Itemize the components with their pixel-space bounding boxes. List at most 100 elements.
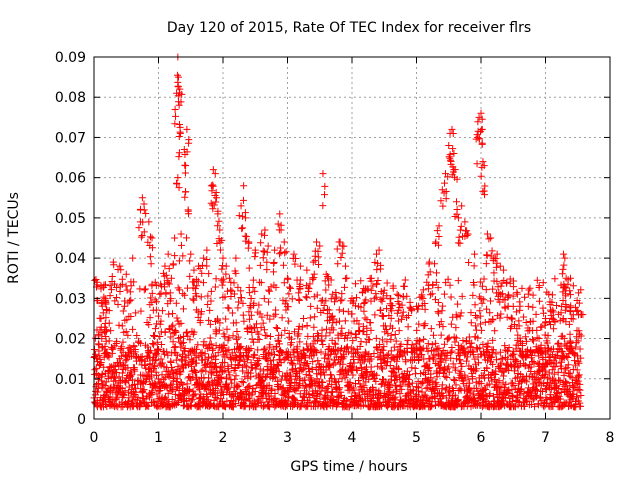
data-point	[136, 399, 144, 407]
data-point	[306, 314, 314, 322]
data-point	[391, 393, 399, 401]
data-point	[193, 345, 201, 353]
y-tick-label: 0.05	[55, 211, 86, 227]
data-point	[202, 367, 210, 375]
data-point	[169, 338, 177, 346]
data-point	[320, 354, 328, 362]
data-point	[293, 369, 301, 377]
data-point	[359, 401, 367, 409]
data-point	[344, 348, 352, 356]
y-tick-label: 0.01	[55, 372, 86, 388]
data-point	[301, 376, 309, 384]
data-point	[205, 374, 213, 382]
data-point	[339, 360, 347, 368]
data-point	[337, 391, 345, 399]
data-point	[108, 345, 116, 353]
data-point	[159, 359, 167, 367]
x-tick-label: 5	[412, 430, 421, 446]
data-point	[188, 395, 196, 403]
data-point	[234, 333, 242, 341]
x-tick-label: 4	[348, 430, 357, 446]
data-point	[159, 375, 167, 383]
data-point	[100, 396, 108, 404]
x-tick-label: 2	[219, 430, 228, 446]
data-point	[353, 367, 361, 375]
data-point	[148, 387, 156, 395]
data-point	[219, 398, 227, 406]
data-point	[328, 336, 336, 344]
data-point	[343, 343, 351, 351]
data-point	[207, 340, 215, 348]
data-point	[177, 355, 185, 363]
data-point	[358, 396, 366, 404]
data-point	[233, 383, 241, 391]
data-point	[115, 373, 123, 381]
data-point	[190, 391, 198, 399]
data-point	[383, 338, 391, 346]
data-point	[376, 391, 384, 399]
data-point	[294, 356, 302, 364]
data-point	[278, 397, 286, 405]
data-point	[223, 385, 231, 393]
data-point	[217, 362, 225, 370]
data-point	[105, 353, 113, 361]
data-point	[91, 366, 99, 374]
data-point	[167, 358, 175, 366]
data-point	[370, 349, 378, 357]
data-point	[154, 345, 162, 353]
data-point	[222, 403, 230, 411]
data-point	[235, 362, 243, 370]
data-point	[139, 387, 147, 395]
data-point	[346, 379, 354, 387]
data-point	[296, 360, 304, 368]
data-point	[386, 362, 394, 370]
data-point	[235, 382, 243, 390]
data-point	[167, 333, 175, 341]
data-point	[105, 367, 113, 375]
data-point	[291, 395, 299, 403]
data-point	[354, 348, 362, 356]
data-point	[251, 387, 259, 395]
data-point	[201, 350, 209, 358]
data-point	[147, 373, 155, 381]
data-point	[273, 360, 281, 368]
y-tick-label: 0.02	[55, 332, 86, 348]
data-point	[212, 394, 220, 402]
data-point	[402, 358, 410, 366]
data-point	[398, 385, 406, 393]
data-point	[296, 403, 304, 411]
data-point	[372, 386, 380, 394]
data-point	[164, 368, 172, 376]
data-point	[390, 394, 398, 402]
data-point	[117, 384, 125, 392]
y-tick-label: 0.04	[55, 251, 86, 267]
data-point	[97, 358, 105, 366]
data-point	[225, 368, 233, 376]
data-point	[117, 344, 125, 352]
data-point	[199, 366, 207, 374]
data-point	[144, 343, 152, 351]
data-point	[316, 391, 324, 399]
x-tick-label: 0	[90, 430, 99, 446]
data-point	[192, 380, 200, 388]
data-point	[232, 400, 240, 408]
data-point	[242, 395, 250, 403]
data-point	[196, 377, 204, 385]
data-point	[217, 382, 225, 390]
data-point	[378, 402, 386, 410]
data-point	[383, 358, 391, 366]
data-point	[360, 382, 368, 390]
data-point	[187, 362, 195, 370]
data-point	[240, 357, 248, 365]
data-point	[131, 367, 139, 375]
data-point	[223, 397, 231, 405]
data-point	[396, 390, 404, 398]
data-point	[256, 365, 264, 373]
data-point	[160, 395, 168, 403]
data-point	[377, 380, 385, 388]
data-point	[112, 395, 120, 403]
data-point	[300, 365, 308, 373]
data-point	[194, 384, 202, 392]
data-point	[118, 369, 126, 377]
data-point	[392, 388, 400, 396]
